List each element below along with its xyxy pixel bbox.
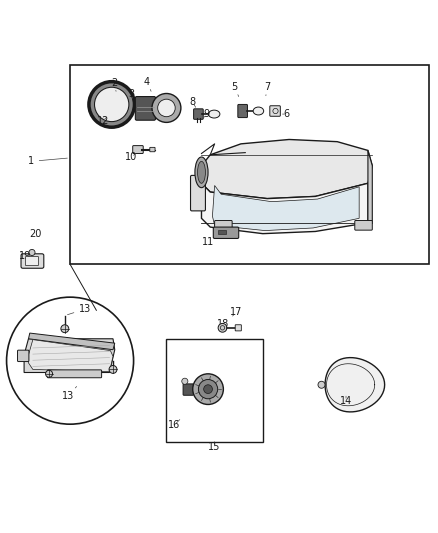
- FancyBboxPatch shape: [133, 146, 143, 154]
- Ellipse shape: [208, 110, 220, 118]
- Ellipse shape: [198, 161, 205, 183]
- FancyBboxPatch shape: [270, 106, 280, 116]
- Bar: [70, 65, 429, 264]
- Text: 15: 15: [208, 442, 221, 452]
- Circle shape: [198, 379, 218, 399]
- FancyBboxPatch shape: [213, 227, 239, 238]
- FancyBboxPatch shape: [18, 350, 29, 361]
- FancyBboxPatch shape: [47, 370, 102, 378]
- Polygon shape: [201, 140, 372, 199]
- FancyBboxPatch shape: [355, 221, 372, 230]
- Polygon shape: [325, 358, 385, 412]
- Ellipse shape: [253, 107, 264, 115]
- Text: 7: 7: [264, 82, 270, 96]
- Circle shape: [182, 378, 188, 384]
- FancyBboxPatch shape: [25, 256, 39, 265]
- Text: 11: 11: [202, 236, 219, 247]
- Text: 6: 6: [283, 109, 290, 119]
- Circle shape: [152, 93, 181, 123]
- Text: 1: 1: [28, 156, 67, 166]
- Text: 19: 19: [19, 251, 32, 261]
- Circle shape: [29, 249, 35, 255]
- Text: 20: 20: [30, 229, 42, 239]
- Bar: [166, 339, 263, 442]
- Text: 17: 17: [230, 308, 242, 318]
- Text: 5: 5: [231, 82, 239, 96]
- Text: 18: 18: [217, 319, 230, 329]
- Polygon shape: [368, 150, 372, 223]
- Circle shape: [61, 325, 69, 333]
- Text: 12: 12: [97, 116, 109, 126]
- Text: 8: 8: [190, 97, 196, 107]
- Text: 13: 13: [67, 304, 92, 314]
- Circle shape: [46, 370, 53, 377]
- Text: 10: 10: [125, 152, 138, 162]
- Text: 3: 3: [128, 90, 134, 99]
- Circle shape: [218, 324, 227, 332]
- Circle shape: [318, 381, 325, 388]
- Circle shape: [204, 385, 212, 393]
- Polygon shape: [212, 185, 359, 231]
- FancyBboxPatch shape: [235, 325, 241, 331]
- Polygon shape: [28, 340, 113, 372]
- Circle shape: [109, 366, 117, 374]
- FancyBboxPatch shape: [194, 109, 203, 119]
- FancyBboxPatch shape: [238, 104, 247, 118]
- Circle shape: [95, 88, 128, 121]
- FancyBboxPatch shape: [150, 147, 155, 152]
- Text: 14: 14: [340, 396, 352, 406]
- FancyBboxPatch shape: [218, 230, 226, 234]
- FancyBboxPatch shape: [191, 175, 205, 211]
- Circle shape: [193, 374, 223, 405]
- Text: 16: 16: [168, 419, 180, 430]
- Circle shape: [158, 99, 175, 117]
- Circle shape: [89, 82, 134, 127]
- Polygon shape: [28, 333, 115, 350]
- Text: 9: 9: [204, 109, 210, 119]
- Polygon shape: [201, 183, 368, 233]
- Polygon shape: [24, 339, 115, 373]
- Text: 2: 2: [111, 77, 117, 91]
- FancyBboxPatch shape: [215, 221, 232, 230]
- Text: 4: 4: [144, 77, 151, 91]
- FancyBboxPatch shape: [21, 254, 44, 268]
- FancyBboxPatch shape: [183, 384, 194, 395]
- Text: 13: 13: [62, 386, 77, 401]
- FancyBboxPatch shape: [135, 96, 155, 120]
- Ellipse shape: [195, 157, 208, 188]
